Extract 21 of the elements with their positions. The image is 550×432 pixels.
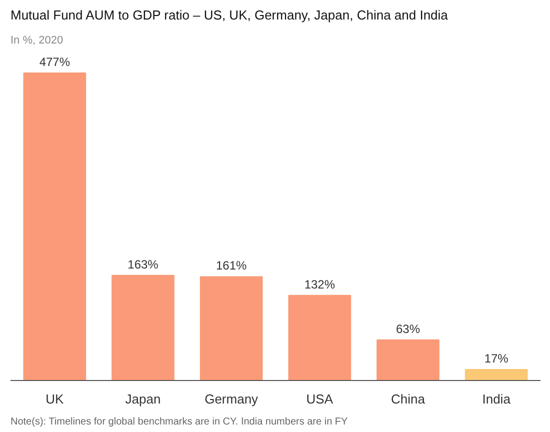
x-tick-label: India [482, 392, 512, 406]
bar [200, 276, 263, 380]
chart-title: Mutual Fund AUM to GDP ratio – US, UK, Germany, Japan, China and India [10, 8, 449, 22]
x-tick-label: USA [306, 392, 334, 406]
text: Note(s): Timelines for global benchmarks are in CY. India numbers are in FY [10, 416, 348, 428]
data-label: 163% [128, 257, 159, 272]
x-tick-label: UK [46, 392, 64, 406]
chart-subtitle: In %, 2020 [10, 34, 64, 46]
data-label: 132% [304, 277, 336, 292]
bar [464, 369, 528, 380]
x-tick-label: Germany [204, 392, 259, 406]
x-tick-label: Japan [125, 392, 161, 406]
bar [376, 339, 440, 380]
bar [288, 294, 352, 380]
data-label: 161% [216, 258, 248, 273]
data-label: 477% [39, 55, 70, 70]
data-label: 17% [484, 352, 509, 366]
data-label: 63% [396, 322, 420, 336]
bar [112, 274, 174, 380]
bar [23, 72, 86, 380]
x-tick-label: China [391, 392, 426, 406]
